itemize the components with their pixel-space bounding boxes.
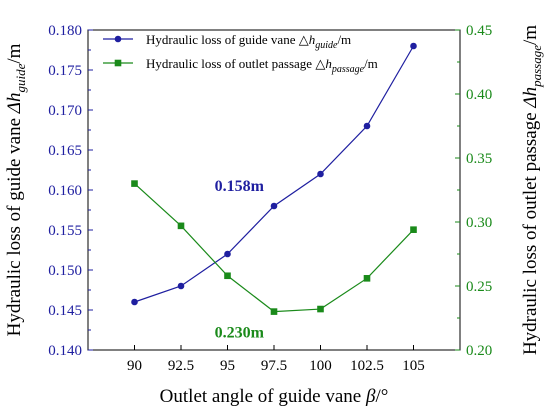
- right-tick-label: 0.20: [466, 343, 492, 359]
- left-tick-label: 0.160: [48, 183, 82, 199]
- left-tick-label: 0.165: [48, 143, 82, 159]
- x-tick-label: 90: [127, 358, 142, 374]
- right-axis-title: Hydraulic loss of outlet passage Δhpassa…: [520, 25, 544, 355]
- x-tick-label: 105: [402, 358, 425, 374]
- outlet-passage-point: [410, 226, 417, 233]
- right-tick-label: 0.25: [466, 279, 492, 295]
- left-tick-label: 0.170: [48, 103, 82, 119]
- x-tick-label: 100: [309, 358, 332, 374]
- right-tick-label: 0.40: [466, 87, 492, 103]
- outlet-passage-point: [363, 275, 371, 282]
- right-tick-label: 0.35: [466, 151, 492, 167]
- annotation-guide-vane-min: 0.158m: [215, 178, 265, 195]
- x-tick-label: 92.5: [168, 358, 194, 374]
- left-tick-label: 0.145: [48, 303, 82, 319]
- outlet-passage-point: [270, 308, 278, 315]
- x-tick-label: 102.5: [350, 358, 384, 374]
- guide-vane-point: [363, 122, 371, 130]
- legend-entry: Hydraulic loss of guide vane △hguide/m: [146, 32, 351, 51]
- guide-vane-point: [224, 250, 231, 258]
- left-tick-label: 0.150: [48, 263, 82, 279]
- guide-vane-point: [270, 202, 278, 210]
- legend-marker: [114, 59, 122, 67]
- outlet-passage-point: [317, 305, 324, 313]
- guide-vane-point: [317, 170, 324, 178]
- x-tick-label: 95: [220, 358, 235, 374]
- annotation-outlet-passage-min: 0.230m: [215, 325, 265, 342]
- right-tick-label: 0.45: [466, 23, 492, 39]
- guide-vane-point: [131, 298, 138, 306]
- guide-vane-point: [410, 42, 417, 50]
- legend-marker: [114, 35, 122, 43]
- legend-entry: Hydraulic loss of outlet passage △hpassa…: [146, 56, 378, 75]
- x-tick-label: 97.5: [261, 358, 287, 374]
- outlet-passage-point: [177, 222, 185, 230]
- left-tick-label: 0.175: [48, 63, 82, 79]
- right-tick-label: 0.30: [466, 215, 492, 231]
- x-axis-title: Outlet angle of guide vane β/°: [160, 386, 389, 407]
- series-line-guide-vane: [134, 45, 415, 303]
- left-tick-label: 0.155: [48, 223, 82, 239]
- left-tick-label: 0.140: [48, 343, 82, 359]
- guide-vane-point: [177, 282, 185, 290]
- left-axis-title: Hydraulic loss of guide vane Δhguide/m: [4, 43, 28, 336]
- legend: Hydraulic loss of guide vane △hguide/m Hy…: [103, 32, 378, 75]
- left-tick-label: 0.180: [48, 23, 82, 39]
- outlet-passage-point: [224, 272, 231, 280]
- outlet-passage-point: [131, 180, 138, 187]
- plot-frame: [87, 29, 461, 351]
